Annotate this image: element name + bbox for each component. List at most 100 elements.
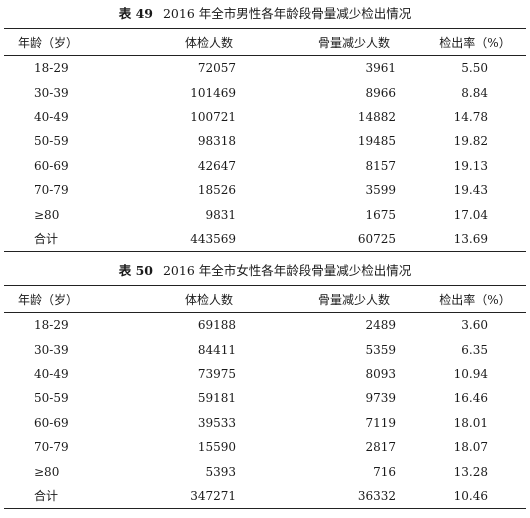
cell-exam-count: 39533 — [197, 415, 236, 430]
cell-exam-count: 347271 — [190, 488, 236, 503]
table-row: 40-49 100721 14882 14.78 — [4, 105, 526, 129]
cell-bone-loss-count: 9739 — [365, 391, 396, 406]
cell-detection-rate: 3.60 — [461, 318, 488, 333]
table-row: 30-39 101469 8966 8.84 — [4, 80, 526, 104]
table-row: 18-29 72057 3961 5.50 — [4, 56, 526, 81]
cell-age-group: 合计 — [34, 232, 59, 247]
header-age: 年龄（岁） — [18, 292, 79, 307]
cell-detection-rate: 8.84 — [461, 85, 488, 100]
table-label: 表 49 — [118, 6, 153, 21]
header-row: 年龄（岁） 体检人数 骨量减少人数 检出率（%） — [4, 28, 526, 56]
cell-detection-rate: 5.50 — [461, 61, 488, 76]
cell-bone-loss-count: 3961 — [365, 61, 396, 76]
cell-age-group: 60-69 — [34, 415, 69, 430]
cell-bone-loss-count: 716 — [373, 464, 396, 479]
cell-age-group: 18-29 — [34, 61, 69, 76]
cell-bone-loss-count: 60725 — [357, 231, 396, 246]
table-row: 40-49 73975 8093 10.94 — [4, 362, 526, 386]
cell-exam-count: 69188 — [197, 318, 236, 333]
cell-exam-count: 72057 — [197, 61, 236, 76]
table-label: 表 50 — [118, 263, 153, 278]
table-row: ≥80 9831 1675 17.04 — [4, 202, 526, 226]
cell-age-group: 合计 — [34, 489, 59, 504]
table-49-block: 表 49 2016 年全市男性各年龄段骨量减少检出情况 年龄（岁） 体检人数 骨量… — [0, 0, 530, 252]
table-50-block: 表 50 2016 年全市女性各年龄段骨量减少检出情况 年龄（岁） 体检人数 骨量… — [0, 257, 530, 509]
header-age: 年龄（岁） — [18, 35, 79, 50]
cell-detection-rate: 19.43 — [453, 183, 488, 198]
table-row: 合计 443569 60725 13.69 — [4, 227, 526, 252]
cell-bone-loss-count: 8093 — [365, 366, 396, 381]
cell-age-group: 18-29 — [34, 318, 69, 333]
table-row: 60-69 39533 7119 18.01 — [4, 411, 526, 435]
table-body: 18-29 69188 2489 3.60 30-39 84411 5359 6.35 40-4… — [4, 313, 526, 509]
table-body: 18-29 72057 3961 5.50 30-39 101469 8966 8.84 40-… — [4, 56, 526, 252]
cell-exam-count: 73975 — [197, 366, 236, 381]
cell-detection-rate: 14.78 — [453, 109, 488, 124]
table-row: 18-29 69188 2489 3.60 — [4, 313, 526, 338]
cell-age-group: ≥80 — [34, 464, 60, 479]
cell-age-group: 50-59 — [34, 391, 69, 406]
cell-bone-loss-count: 2489 — [365, 318, 396, 333]
cell-exam-count: 5393 — [205, 464, 236, 479]
table-row: 60-69 42647 8157 19.13 — [4, 154, 526, 178]
header-detection-rate: 检出率（%） — [439, 292, 511, 307]
cell-age-group: 40-49 — [34, 109, 69, 124]
cell-detection-rate: 19.82 — [453, 134, 488, 149]
cell-bone-loss-count: 14882 — [357, 109, 396, 124]
header-exam-count: 体检人数 — [184, 35, 233, 50]
cell-detection-rate: 13.28 — [453, 464, 488, 479]
table-row: 50-59 98318 19485 19.82 — [4, 129, 526, 153]
header-bone-loss-count: 骨量减少人数 — [317, 35, 390, 50]
data-table: 年龄（岁） 体检人数 骨量减少人数 检出率（%） 18-29 69188 2489 3… — [4, 285, 526, 509]
header-detection-rate: 检出率（%） — [439, 35, 511, 50]
cell-exam-count: 443569 — [190, 231, 236, 246]
header-exam-count: 体检人数 — [184, 292, 233, 307]
table-caption: 表 49 2016 年全市男性各年龄段骨量减少检出情况 — [0, 0, 530, 28]
cell-exam-count: 9831 — [205, 207, 236, 222]
cell-detection-rate: 17.04 — [453, 207, 488, 222]
cell-bone-loss-count: 19485 — [357, 134, 396, 149]
cell-exam-count: 59181 — [197, 391, 236, 406]
cell-bone-loss-count: 2817 — [365, 440, 396, 455]
cell-bone-loss-count: 8966 — [365, 85, 396, 100]
cell-detection-rate: 6.35 — [461, 342, 488, 357]
header-row: 年龄（岁） 体检人数 骨量减少人数 检出率（%） — [4, 285, 526, 313]
cell-exam-count: 18526 — [197, 183, 236, 198]
cell-detection-rate: 16.46 — [453, 391, 488, 406]
cell-age-group: ≥80 — [34, 207, 60, 222]
header-bone-loss-count: 骨量减少人数 — [317, 292, 390, 307]
table-row: 70-79 18526 3599 19.43 — [4, 178, 526, 202]
cell-exam-count: 84411 — [197, 342, 236, 357]
table-row: 70-79 15590 2817 18.07 — [4, 435, 526, 459]
cell-age-group: 40-49 — [34, 366, 69, 381]
table-title: 2016 年全市女性各年龄段骨量减少检出情况 — [162, 263, 412, 278]
table-row: 50-59 59181 9739 16.46 — [4, 386, 526, 410]
cell-detection-rate: 18.01 — [453, 415, 488, 430]
cell-bone-loss-count: 8157 — [365, 158, 396, 173]
cell-age-group: 50-59 — [34, 134, 69, 149]
cell-age-group: 70-79 — [34, 440, 69, 455]
table-title: 2016 年全市男性各年龄段骨量减少检出情况 — [162, 6, 412, 21]
cell-bone-loss-count: 36332 — [357, 488, 396, 503]
table-row: ≥80 5393 716 13.28 — [4, 459, 526, 483]
cell-exam-count: 98318 — [197, 134, 236, 149]
cell-exam-count: 42647 — [197, 158, 236, 173]
cell-bone-loss-count: 3599 — [365, 183, 396, 198]
cell-detection-rate: 18.07 — [453, 440, 488, 455]
cell-age-group: 30-39 — [34, 342, 69, 357]
cell-age-group: 30-39 — [34, 85, 69, 100]
cell-detection-rate: 10.46 — [453, 488, 488, 503]
cell-bone-loss-count: 7119 — [365, 415, 396, 430]
cell-exam-count: 15590 — [197, 440, 236, 455]
cell-age-group: 70-79 — [34, 183, 69, 198]
cell-bone-loss-count: 5359 — [365, 342, 396, 357]
table-caption: 表 50 2016 年全市女性各年龄段骨量减少检出情况 — [0, 257, 530, 285]
cell-detection-rate: 13.69 — [453, 231, 488, 246]
cell-exam-count: 101469 — [190, 85, 236, 100]
cell-detection-rate: 19.13 — [453, 158, 488, 173]
cell-detection-rate: 10.94 — [453, 366, 488, 381]
table-row: 合计 347271 36332 10.46 — [4, 484, 526, 509]
cell-exam-count: 100721 — [190, 109, 236, 124]
cell-age-group: 60-69 — [34, 158, 69, 173]
data-table: 年龄（岁） 体检人数 骨量减少人数 检出率（%） 18-29 72057 3961 5… — [4, 28, 526, 252]
